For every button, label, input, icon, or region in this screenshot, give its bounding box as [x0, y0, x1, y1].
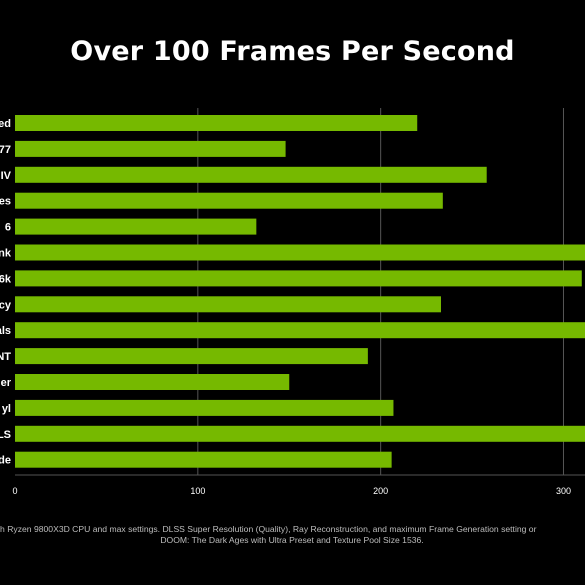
category-label-1: 77: [0, 144, 11, 156]
footnote-line-1: with Ryzen 9800X3D CPU and max settings.…: [0, 524, 537, 534]
category-label-2: IV: [1, 170, 12, 182]
category-label-4: 6: [5, 222, 11, 234]
bar-3: [15, 192, 443, 209]
bar-6: [15, 270, 582, 287]
bar-4: [15, 218, 257, 235]
bar-2: [15, 166, 487, 183]
chart-title: Over 100 Frames Per Second: [70, 36, 515, 67]
category-label-10: er: [1, 377, 12, 389]
category-label-12: LS: [0, 429, 11, 441]
x-tick-label-2: 200: [373, 486, 388, 496]
category-label-9: NT: [0, 351, 11, 363]
x-tick-label-3: 300: [556, 486, 571, 496]
category-label-11: yl: [2, 403, 11, 415]
bar-1: [15, 140, 286, 157]
category-label-7: cy: [0, 299, 12, 311]
bar-11: [15, 399, 394, 416]
bar-9: [15, 348, 368, 365]
footnote-line-2: DOOM: The Dark Ages with Ultra Preset an…: [160, 535, 424, 545]
x-tick-label-1: 100: [190, 486, 205, 496]
category-label-13: de: [0, 455, 11, 467]
bar-12: [15, 425, 585, 442]
bar-13: [15, 451, 392, 468]
category-label-5: nk: [0, 248, 12, 260]
category-label-6: 6k: [0, 273, 12, 285]
bar-5: [15, 244, 585, 261]
category-label-8: als: [0, 325, 11, 337]
bar-8: [15, 322, 585, 339]
x-tick-label-0: 0: [12, 486, 17, 496]
bar-10: [15, 374, 290, 390]
category-label-0: ed: [0, 118, 11, 130]
category-label-3: es: [0, 196, 11, 208]
bar-7: [15, 296, 441, 313]
bar-0: [15, 115, 418, 131]
